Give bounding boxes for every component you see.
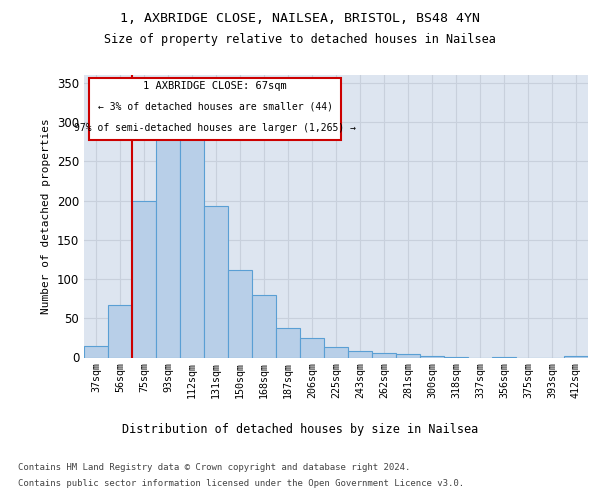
Text: Contains public sector information licensed under the Open Government Licence v3: Contains public sector information licen… <box>18 479 464 488</box>
Bar <box>84 346 108 358</box>
Text: 1, AXBRIDGE CLOSE, NAILSEA, BRISTOL, BS48 4YN: 1, AXBRIDGE CLOSE, NAILSEA, BRISTOL, BS4… <box>120 12 480 26</box>
Y-axis label: Number of detached properties: Number of detached properties <box>41 118 52 314</box>
Text: 97% of semi-detached houses are larger (1,265) →: 97% of semi-detached houses are larger (… <box>74 122 356 132</box>
Text: Distribution of detached houses by size in Nailsea: Distribution of detached houses by size … <box>122 422 478 436</box>
Bar <box>564 356 588 358</box>
Bar <box>396 354 420 358</box>
Bar <box>132 200 156 358</box>
Bar <box>276 328 300 358</box>
Bar <box>228 270 252 358</box>
Text: 1 AXBRIDGE CLOSE: 67sqm: 1 AXBRIDGE CLOSE: 67sqm <box>143 81 287 91</box>
Text: Size of property relative to detached houses in Nailsea: Size of property relative to detached ho… <box>104 32 496 46</box>
Bar <box>252 294 276 358</box>
Bar <box>492 356 516 358</box>
FancyBboxPatch shape <box>89 78 341 140</box>
Bar <box>324 348 348 358</box>
Bar <box>372 353 396 358</box>
Bar <box>204 206 228 358</box>
Bar <box>180 138 204 358</box>
Text: Contains HM Land Registry data © Crown copyright and database right 2024.: Contains HM Land Registry data © Crown c… <box>18 462 410 471</box>
Bar <box>444 356 468 358</box>
Bar <box>300 338 324 357</box>
Bar <box>420 356 444 358</box>
Bar <box>156 138 180 358</box>
Text: ← 3% of detached houses are smaller (44): ← 3% of detached houses are smaller (44) <box>98 102 332 112</box>
Bar <box>348 351 372 358</box>
Bar <box>108 305 132 358</box>
